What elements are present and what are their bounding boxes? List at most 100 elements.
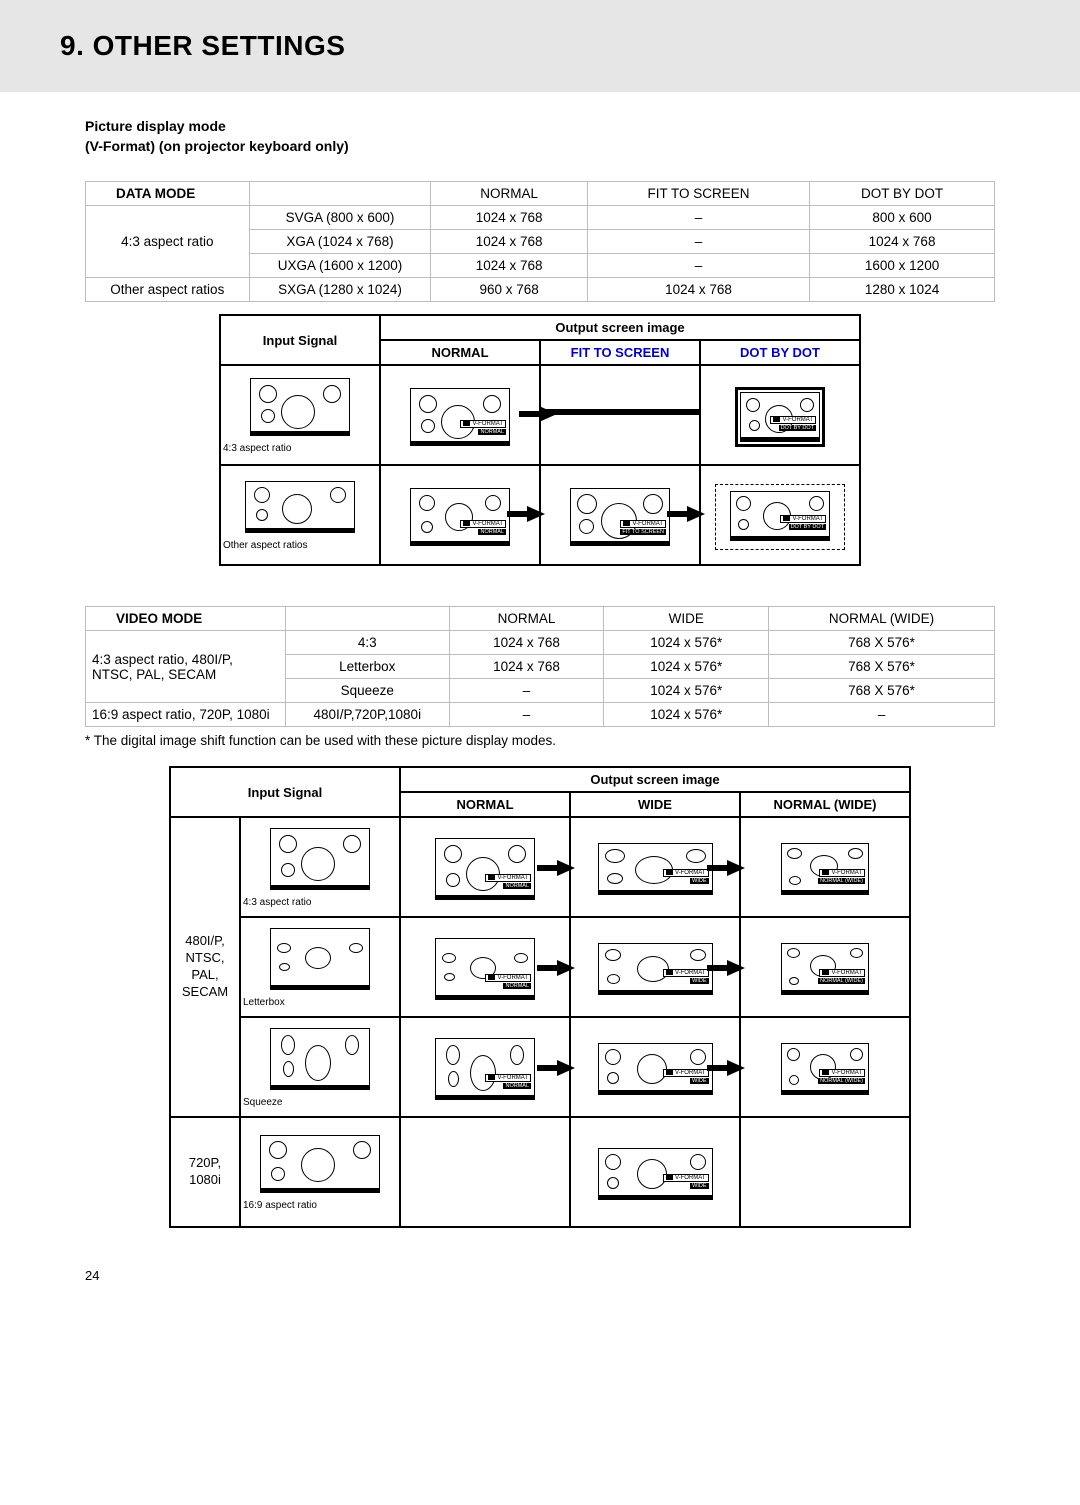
vformat-badge: V-FORMAT <box>663 969 709 977</box>
cell: 768 X 576* <box>769 655 995 679</box>
diagram-output-cell: V-FORMATWIDE <box>570 1017 740 1117</box>
vformat-badge: V-FORMAT <box>663 1069 709 1077</box>
side-label: 720P, 1080i <box>170 1117 240 1227</box>
diagram-output-cell: V-FORMATNORMAL <box>400 1017 570 1117</box>
vformat-badge: V-FORMAT <box>460 420 506 428</box>
cell: 1024 x 768 <box>810 230 995 254</box>
cell: 1024 x 576* <box>604 679 769 703</box>
cell: 1024 x 576* <box>604 631 769 655</box>
mode-badge: WIDE <box>690 1183 708 1189</box>
cell: 1024 x 576* <box>604 655 769 679</box>
diagram-caption: Other aspect ratios <box>221 538 379 557</box>
diagram-output-cell: V-FORMATWIDE <box>570 1117 740 1227</box>
video-mode-table: VIDEO MODE NORMAL WIDE NORMAL (WIDE) 4:3… <box>85 606 995 727</box>
col-header: NORMAL <box>431 182 587 206</box>
mode-badge: NORMAL <box>478 429 506 435</box>
subtitle-line: Picture display mode <box>85 118 226 134</box>
cell: Squeeze <box>285 679 449 703</box>
row-label: 4:3 aspect ratio, 480I/P, NTSC, PAL, SEC… <box>86 631 286 703</box>
diagram-empty-cell <box>540 365 700 465</box>
diagram-output-cell: V-FORMATFIT TO SCREEN <box>540 465 700 565</box>
diagram-output-cell: V-FORMATNORMAL <box>380 365 540 465</box>
diagram-output-cell: V-FORMATNORMAL <box>400 917 570 1017</box>
cell: UXGA (1600 x 1200) <box>249 254 431 278</box>
mode-badge: NORMAL <box>503 983 531 989</box>
page-title: 9. OTHER SETTINGS <box>60 30 1080 62</box>
cell: Letterbox <box>285 655 449 679</box>
mode-badge: NORMAL (WIDE) <box>818 1078 865 1084</box>
cell: 1024 x 768 <box>431 206 587 230</box>
cell: 1024 x 768 <box>449 655 604 679</box>
diagram-header: Input Signal <box>170 767 400 817</box>
cell: – <box>587 206 809 230</box>
diagram-output-cell: V-FORMATNORMAL <box>380 465 540 565</box>
row-label: 4:3 aspect ratio <box>86 206 250 278</box>
mode-badge: NORMAL <box>503 1083 531 1089</box>
col-header: DOT BY DOT <box>810 182 995 206</box>
cell: 1600 x 1200 <box>810 254 995 278</box>
diagram-col: NORMAL <box>380 340 540 365</box>
diagram-input-cell: 16:9 aspect ratio <box>240 1117 400 1227</box>
diagram-col: DOT BY DOT <box>700 340 860 365</box>
row-label: 16:9 aspect ratio, 720P, 1080i <box>86 703 286 727</box>
cell: 1024 x 576* <box>604 703 769 727</box>
subtitle-line: (V-Format) (on projector keyboard only) <box>85 138 349 154</box>
mode-badge: NORMAL (WIDE) <box>818 978 865 984</box>
vformat-badge: V-FORMAT <box>819 869 865 877</box>
diagram-caption: Squeeze <box>241 1095 399 1114</box>
mode-badge: WIDE <box>690 978 708 984</box>
diagram-output-cell: V-FORMATWIDE <box>570 817 740 917</box>
mode-badge: FIT TO SCREEN <box>620 529 666 535</box>
data-mode-table: DATA MODE NORMAL FIT TO SCREEN DOT BY DO… <box>85 181 995 302</box>
col-header: WIDE <box>604 607 769 631</box>
cell: 1280 x 1024 <box>810 278 995 302</box>
side-label: 480I/P, NTSC, PAL, SECAM <box>170 817 240 1117</box>
diagram-input-cell: 4:3 aspect ratio <box>220 365 380 465</box>
vformat-badge: V-FORMAT <box>663 869 709 877</box>
diagram-input-cell: Squeeze <box>240 1017 400 1117</box>
cell: 768 X 576* <box>769 631 995 655</box>
diagram-output-cell: V-FORMATNORMAL (WIDE) <box>740 917 910 1017</box>
diagram-caption: Letterbox <box>241 995 399 1014</box>
cell: 768 X 576* <box>769 679 995 703</box>
diagram-col: NORMAL <box>400 792 570 817</box>
section-subtitle: Picture display mode (V-Format) (on proj… <box>85 117 995 156</box>
diagram-header: Output screen image <box>400 767 910 792</box>
diagram-input-cell: Other aspect ratios <box>220 465 380 565</box>
diagram-caption: 4:3 aspect ratio <box>221 441 379 460</box>
mode-badge: NORMAL (WIDE) <box>818 878 865 884</box>
diagram-output-cell: V-FORMATNORMAL <box>400 817 570 917</box>
cell: 4:3 <box>285 631 449 655</box>
mode-badge: WIDE <box>690 878 708 884</box>
cell: 1024 x 768 <box>587 278 809 302</box>
cell: XGA (1024 x 768) <box>249 230 431 254</box>
diagram-col: NORMAL (WIDE) <box>740 792 910 817</box>
cell: 1024 x 768 <box>431 254 587 278</box>
vformat-badge: V-FORMAT <box>485 874 531 882</box>
mode-badge: NORMAL <box>478 529 506 535</box>
empty-cell <box>249 182 431 206</box>
empty-cell <box>285 607 449 631</box>
vformat-badge: V-FORMAT <box>780 515 826 523</box>
cell: 800 x 600 <box>810 206 995 230</box>
diagram-output-cell: V-FORMATDOT BY DOT <box>700 365 860 465</box>
page-content: Picture display mode (V-Format) (on proj… <box>0 117 1080 1313</box>
diagram-input-cell: 4:3 aspect ratio <box>240 817 400 917</box>
cell: SXGA (1280 x 1024) <box>249 278 431 302</box>
cell: – <box>769 703 995 727</box>
col-header: NORMAL <box>449 607 604 631</box>
page-header: 9. OTHER SETTINGS <box>0 0 1080 92</box>
row-label: Other aspect ratios <box>86 278 250 302</box>
col-header: NORMAL (WIDE) <box>769 607 995 631</box>
cell: – <box>449 679 604 703</box>
col-header: FIT TO SCREEN <box>587 182 809 206</box>
diagram-caption: 16:9 aspect ratio <box>241 1198 399 1217</box>
vformat-badge: V-FORMAT <box>485 974 531 982</box>
video-mode-diagram: Input Signal Output screen image NORMAL … <box>169 766 911 1228</box>
diagram-header: Input Signal <box>220 315 380 365</box>
vformat-badge: V-FORMAT <box>819 1069 865 1077</box>
cell: 1024 x 768 <box>449 631 604 655</box>
diagram-empty-cell <box>400 1117 570 1227</box>
vformat-badge: V-FORMAT <box>460 520 506 528</box>
diagram-output-cell: V-FORMATWIDE <box>570 917 740 1017</box>
